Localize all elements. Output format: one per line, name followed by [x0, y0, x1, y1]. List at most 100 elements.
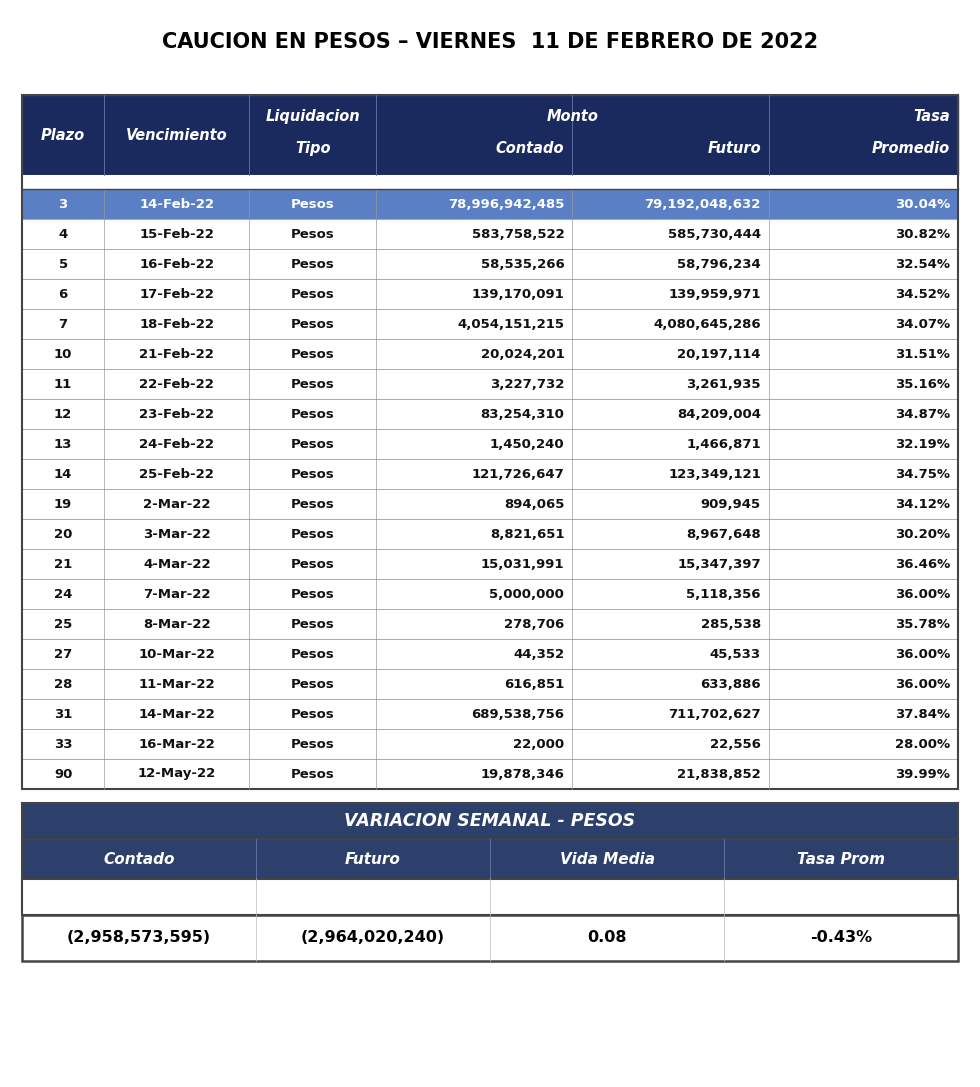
Bar [22, 639, 958, 669]
Text: 16-Mar-22: 16-Mar-22 [138, 737, 216, 750]
Text: 20,024,201: 20,024,201 [480, 348, 564, 361]
Text: 8-Mar-22: 8-Mar-22 [143, 617, 211, 630]
Text: 4-Mar-22: 4-Mar-22 [143, 558, 211, 571]
Text: 34.87%: 34.87% [895, 408, 950, 421]
Text: 5: 5 [59, 258, 68, 271]
Text: 14: 14 [54, 467, 73, 480]
Text: 5,118,356: 5,118,356 [686, 587, 760, 600]
Text: 8,967,648: 8,967,648 [686, 527, 760, 540]
Bar [22, 218, 958, 249]
Text: 3,261,935: 3,261,935 [686, 377, 760, 390]
Text: 4: 4 [59, 227, 68, 240]
Text: 585,730,444: 585,730,444 [667, 227, 760, 240]
Text: 14-Feb-22: 14-Feb-22 [139, 198, 215, 211]
Bar [22, 368, 958, 399]
Text: 20: 20 [54, 527, 73, 540]
Text: 4,080,645,286: 4,080,645,286 [654, 317, 760, 330]
Bar [22, 803, 958, 839]
Text: 689,538,756: 689,538,756 [471, 708, 564, 721]
Text: Plazo: Plazo [41, 127, 85, 142]
Text: 278,706: 278,706 [504, 617, 564, 630]
Text: Futuro: Futuro [345, 851, 401, 866]
Text: VARIACION SEMANAL - PESOS: VARIACION SEMANAL - PESOS [344, 812, 636, 830]
Text: Pesos: Pesos [291, 258, 334, 271]
Text: 4,054,151,215: 4,054,151,215 [458, 317, 564, 330]
Text: Pesos: Pesos [291, 348, 334, 361]
Text: Pesos: Pesos [291, 708, 334, 721]
Text: Pesos: Pesos [291, 498, 334, 511]
Text: Pesos: Pesos [291, 767, 334, 780]
Bar [22, 189, 958, 218]
Text: 10: 10 [54, 348, 73, 361]
Text: Pesos: Pesos [291, 198, 334, 211]
Text: 285,538: 285,538 [701, 617, 760, 630]
Text: 22,000: 22,000 [514, 737, 564, 750]
Text: Pesos: Pesos [291, 467, 334, 480]
Text: 36.00%: 36.00% [895, 587, 950, 600]
Bar [22, 669, 958, 699]
Text: Monto: Monto [547, 109, 599, 124]
Text: 35.16%: 35.16% [895, 377, 950, 390]
Text: 22-Feb-22: 22-Feb-22 [139, 377, 215, 390]
Bar [22, 915, 958, 961]
Text: Tipo: Tipo [295, 141, 330, 157]
Text: 21-Feb-22: 21-Feb-22 [139, 348, 215, 361]
Text: 1,450,240: 1,450,240 [490, 437, 564, 450]
Text: 34.12%: 34.12% [895, 498, 950, 511]
Text: 3-Mar-22: 3-Mar-22 [143, 527, 211, 540]
Bar [22, 429, 958, 459]
Text: (2,958,573,595): (2,958,573,595) [67, 930, 211, 946]
Text: 78,996,942,485: 78,996,942,485 [448, 198, 564, 211]
Text: Contado: Contado [103, 851, 174, 866]
Text: 13: 13 [54, 437, 73, 450]
Text: 15,347,397: 15,347,397 [677, 558, 760, 571]
Bar [22, 249, 958, 279]
Text: 894,065: 894,065 [504, 498, 564, 511]
Text: 44,352: 44,352 [514, 648, 564, 661]
Text: 1,466,871: 1,466,871 [686, 437, 760, 450]
Text: 30.82%: 30.82% [895, 227, 950, 240]
Bar [22, 759, 958, 789]
Text: 123,349,121: 123,349,121 [668, 467, 760, 480]
Text: Vencimiento: Vencimiento [126, 127, 227, 142]
Text: 37.84%: 37.84% [895, 708, 950, 721]
Text: 30.04%: 30.04% [895, 198, 950, 211]
Text: 36.46%: 36.46% [895, 558, 950, 571]
Text: 0.08: 0.08 [587, 930, 627, 946]
Bar [22, 549, 958, 579]
Text: 139,170,091: 139,170,091 [471, 287, 564, 300]
Text: 3,227,732: 3,227,732 [490, 377, 564, 390]
Text: 28.00%: 28.00% [895, 737, 950, 750]
Text: Futuro: Futuro [708, 141, 760, 157]
Text: Pesos: Pesos [291, 377, 334, 390]
Bar [22, 579, 958, 609]
Text: 3: 3 [59, 198, 68, 211]
Text: 18-Feb-22: 18-Feb-22 [139, 317, 215, 330]
Text: Pesos: Pesos [291, 617, 334, 630]
Text: 12: 12 [54, 408, 73, 421]
Text: 31: 31 [54, 708, 73, 721]
Bar [22, 839, 958, 879]
Bar [22, 279, 958, 309]
Text: 7: 7 [59, 317, 68, 330]
Text: 15-Feb-22: 15-Feb-22 [139, 227, 215, 240]
Text: 24: 24 [54, 587, 73, 600]
Text: CAUCION EN PESOS – VIERNES  11 DE FEBRERO DE 2022: CAUCION EN PESOS – VIERNES 11 DE FEBRERO… [162, 32, 818, 52]
Text: Pesos: Pesos [291, 737, 334, 750]
Bar [22, 609, 958, 639]
Text: 7-Mar-22: 7-Mar-22 [143, 587, 211, 600]
Bar [22, 339, 958, 368]
Text: Pesos: Pesos [291, 527, 334, 540]
Text: Pesos: Pesos [291, 437, 334, 450]
Text: 10-Mar-22: 10-Mar-22 [138, 648, 216, 661]
Text: 34.52%: 34.52% [895, 287, 950, 300]
Text: 25-Feb-22: 25-Feb-22 [139, 467, 215, 480]
Text: 58,796,234: 58,796,234 [677, 258, 760, 271]
Text: 616,851: 616,851 [504, 677, 564, 690]
Text: 27: 27 [54, 648, 73, 661]
Text: 23-Feb-22: 23-Feb-22 [139, 408, 215, 421]
Text: 58,535,266: 58,535,266 [480, 258, 564, 271]
Bar [22, 399, 958, 429]
Text: 39.99%: 39.99% [895, 767, 950, 780]
Text: Vida Media: Vida Media [560, 851, 655, 866]
